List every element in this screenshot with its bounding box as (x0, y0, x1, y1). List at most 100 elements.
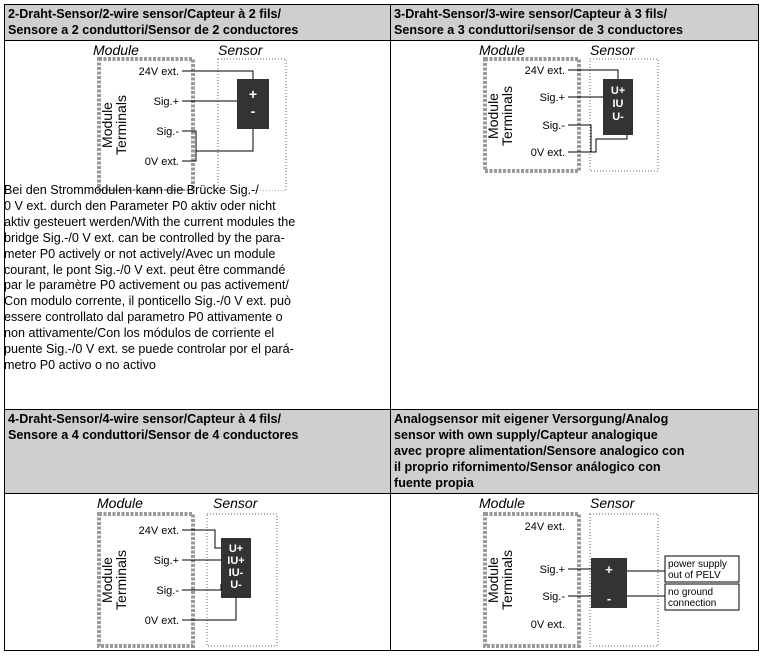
four-wire-header-line1: 4-Draht-Sensor/4-wire sensor/Capteur à 4… (8, 412, 281, 426)
module-frame (97, 512, 195, 648)
module-label: Module (93, 42, 139, 58)
own-supply-header: Analogsensor mit eigener Versorgung/Anal… (390, 409, 759, 494)
module-frame (97, 57, 195, 191)
power-supply-note-line2: out of PELV (668, 570, 721, 581)
bridge-note-line: par le paramètre P0 activement ou pas ac… (4, 278, 289, 293)
wire-24v (189, 70, 254, 79)
sensor-pin-u-minus: U- (612, 111, 624, 123)
bridge-note: Bei den Strommodulen kann die Brücke Sig… (4, 183, 379, 374)
module-frame (483, 57, 581, 173)
sensor-frame (217, 58, 287, 191)
power-supply-note-box (664, 555, 740, 583)
bridge-note-line: metro P0 activo o no activo (4, 357, 156, 372)
wire-return (591, 135, 628, 153)
sensor-box (603, 79, 633, 135)
bridge-wire (189, 130, 197, 162)
three-wire-header: 3-Draht-Sensor/3-wire sensor/Capteur à 3… (390, 4, 759, 41)
bridge-note-line: essere controllato dal parametro P0 atti… (4, 310, 283, 325)
wire-24v (575, 69, 619, 79)
sensor-pin-u-minus: U- (230, 579, 242, 591)
three-wire-header-line1: 3-Draht-Sensor/3-wire sensor/Capteur à 3… (394, 7, 667, 21)
sensor-label: Sensor (590, 495, 636, 511)
terminals-label-line2: Terminals (499, 550, 515, 610)
three-wire-diagram-svg: Module Sensor Module Terminals 24V ext. … (479, 42, 659, 173)
own-supply-header-line3: avec propre alimentation/Sensore analogi… (394, 444, 685, 458)
term-sig-plus-label: Sig.+ (154, 555, 179, 567)
term-sig-plus-label: Sig.+ (154, 96, 179, 108)
power-supply-note-line1: power supply (668, 559, 727, 570)
term-24v-label: 24V ext. (525, 65, 565, 77)
bridge-note-line: meter P0 actively or not actively/Avec u… (4, 246, 276, 261)
sensor-pin-plus: + (249, 86, 257, 102)
three-wire-cell: Module Sensor Module Terminals 24V ext. … (390, 40, 759, 410)
term-0v-label: 0V ext. (145, 156, 179, 168)
wire-0v (189, 598, 237, 621)
two-wire-cell: Module Sensor Module Terminals 24V ext. … (4, 40, 391, 410)
terminals-label-line2: Terminals (499, 86, 515, 146)
sensor-label: Sensor (213, 495, 259, 511)
terminals-label-line2: Terminals (113, 95, 129, 155)
sensor-pin-plus: + (605, 562, 613, 577)
term-24v-label: 24V ext. (525, 521, 565, 533)
term-sig-minus-label: Sig.- (542, 120, 565, 132)
module-label: Module (479, 42, 525, 58)
two-wire-header-line2: Sensore a 2 conduttori/Sensor de 2 condu… (8, 23, 299, 37)
terminals-label-line1: Module (485, 93, 501, 139)
sensor-frame (589, 58, 659, 172)
wire-return (196, 129, 254, 152)
sensor-label: Sensor (590, 42, 636, 58)
term-0v-label: 0V ext. (531, 619, 565, 631)
sensor-pin-minus: - (251, 103, 256, 119)
two-wire-diagram-svg: Module Sensor Module Terminals 24V ext. … (93, 42, 287, 191)
four-wire-header-line2: Sensore a 4 conduttori/Sensor de 4 condu… (8, 428, 299, 442)
ground-note-box (664, 583, 740, 611)
bridge-note-line: Bei den Strommodulen kann die Brücke Sig… (4, 183, 259, 197)
four-wire-header: 4-Draht-Sensor/4-wire sensor/Capteur à 4… (4, 409, 391, 494)
own-supply-cell: Module Sensor Module Terminals 24V ext. … (390, 493, 759, 651)
two-wire-diagram: Module Sensor Module Terminals 24V ext. … (5, 41, 390, 193)
sensor-pin-u-plus: U+ (229, 543, 243, 555)
sensor-pin-minus: - (607, 591, 611, 606)
sensor-label: Sensor (218, 42, 264, 58)
sensor-pin-iu-minus: IU- (229, 567, 244, 579)
bridge-note-line: non attivamente/Con los módulos de corri… (4, 326, 275, 341)
four-wire-cell: Module Sensor Module Terminals 24V ext. … (4, 493, 391, 651)
own-supply-header-line5: fuente propia (394, 476, 474, 490)
bridge-note-line: Con modulo corrente, il ponticello Sig.-… (4, 294, 292, 309)
ground-note-line1: no ground (668, 587, 713, 598)
module-label: Module (479, 495, 525, 511)
wire-24v (189, 529, 221, 549)
term-24v-label: 24V ext. (139, 525, 179, 537)
sensor-pin-iu: IU (613, 98, 624, 110)
three-wire-diagram: Module Sensor Module Terminals 24V ext. … (391, 41, 758, 193)
own-supply-header-line2: sensor with own supply/Capteur analogiqu… (394, 428, 658, 442)
sensor-box (237, 79, 269, 129)
terminals-label-line1: Module (99, 102, 115, 148)
own-supply-diagram-svg: Module Sensor Module Terminals 24V ext. … (479, 495, 740, 648)
term-sig-minus-label: Sig.- (156, 126, 179, 138)
term-0v-label: 0V ext. (531, 147, 565, 159)
own-supply-header-line4: il proprio rifornimento/Sensor análogico… (394, 460, 661, 474)
four-wire-diagram: Module Sensor Module Terminals 24V ext. … (5, 494, 390, 650)
term-0v-label: 0V ext. (145, 615, 179, 627)
own-supply-header-line1: Analogsensor mit eigener Versorgung/Anal… (394, 412, 669, 426)
terminals-label-line1: Module (485, 557, 501, 603)
bridge-note-line: puente Sig.-/0 V ext. se puede controlar… (4, 342, 294, 357)
module-frame (483, 512, 581, 648)
terminals-label-line1: Module (99, 557, 115, 603)
own-supply-diagram: Module Sensor Module Terminals 24V ext. … (391, 494, 758, 650)
terminals-label-line2: Terminals (113, 550, 129, 610)
sensor-pin-u-plus: U+ (611, 85, 625, 97)
module-label: Module (97, 495, 143, 511)
term-sig-plus-label: Sig.+ (540, 92, 565, 104)
sensor-frame (206, 513, 278, 647)
ground-note-line2: connection (668, 598, 716, 609)
sensor-box (221, 538, 251, 598)
three-wire-header-line2: Sensore a 3 conduttori/sensor de 3 condu… (394, 23, 684, 37)
bridge-note-line: courant, le pont Sig.-/0 V ext. peut êtr… (4, 262, 286, 277)
term-sig-plus-label: Sig.+ (540, 564, 565, 576)
bridge-note-line: bridge Sig.-/0 V ext. can be controlled … (4, 230, 285, 245)
term-sig-minus-label: Sig.- (542, 591, 565, 603)
sensor-pin-iu-plus: IU+ (227, 555, 244, 567)
